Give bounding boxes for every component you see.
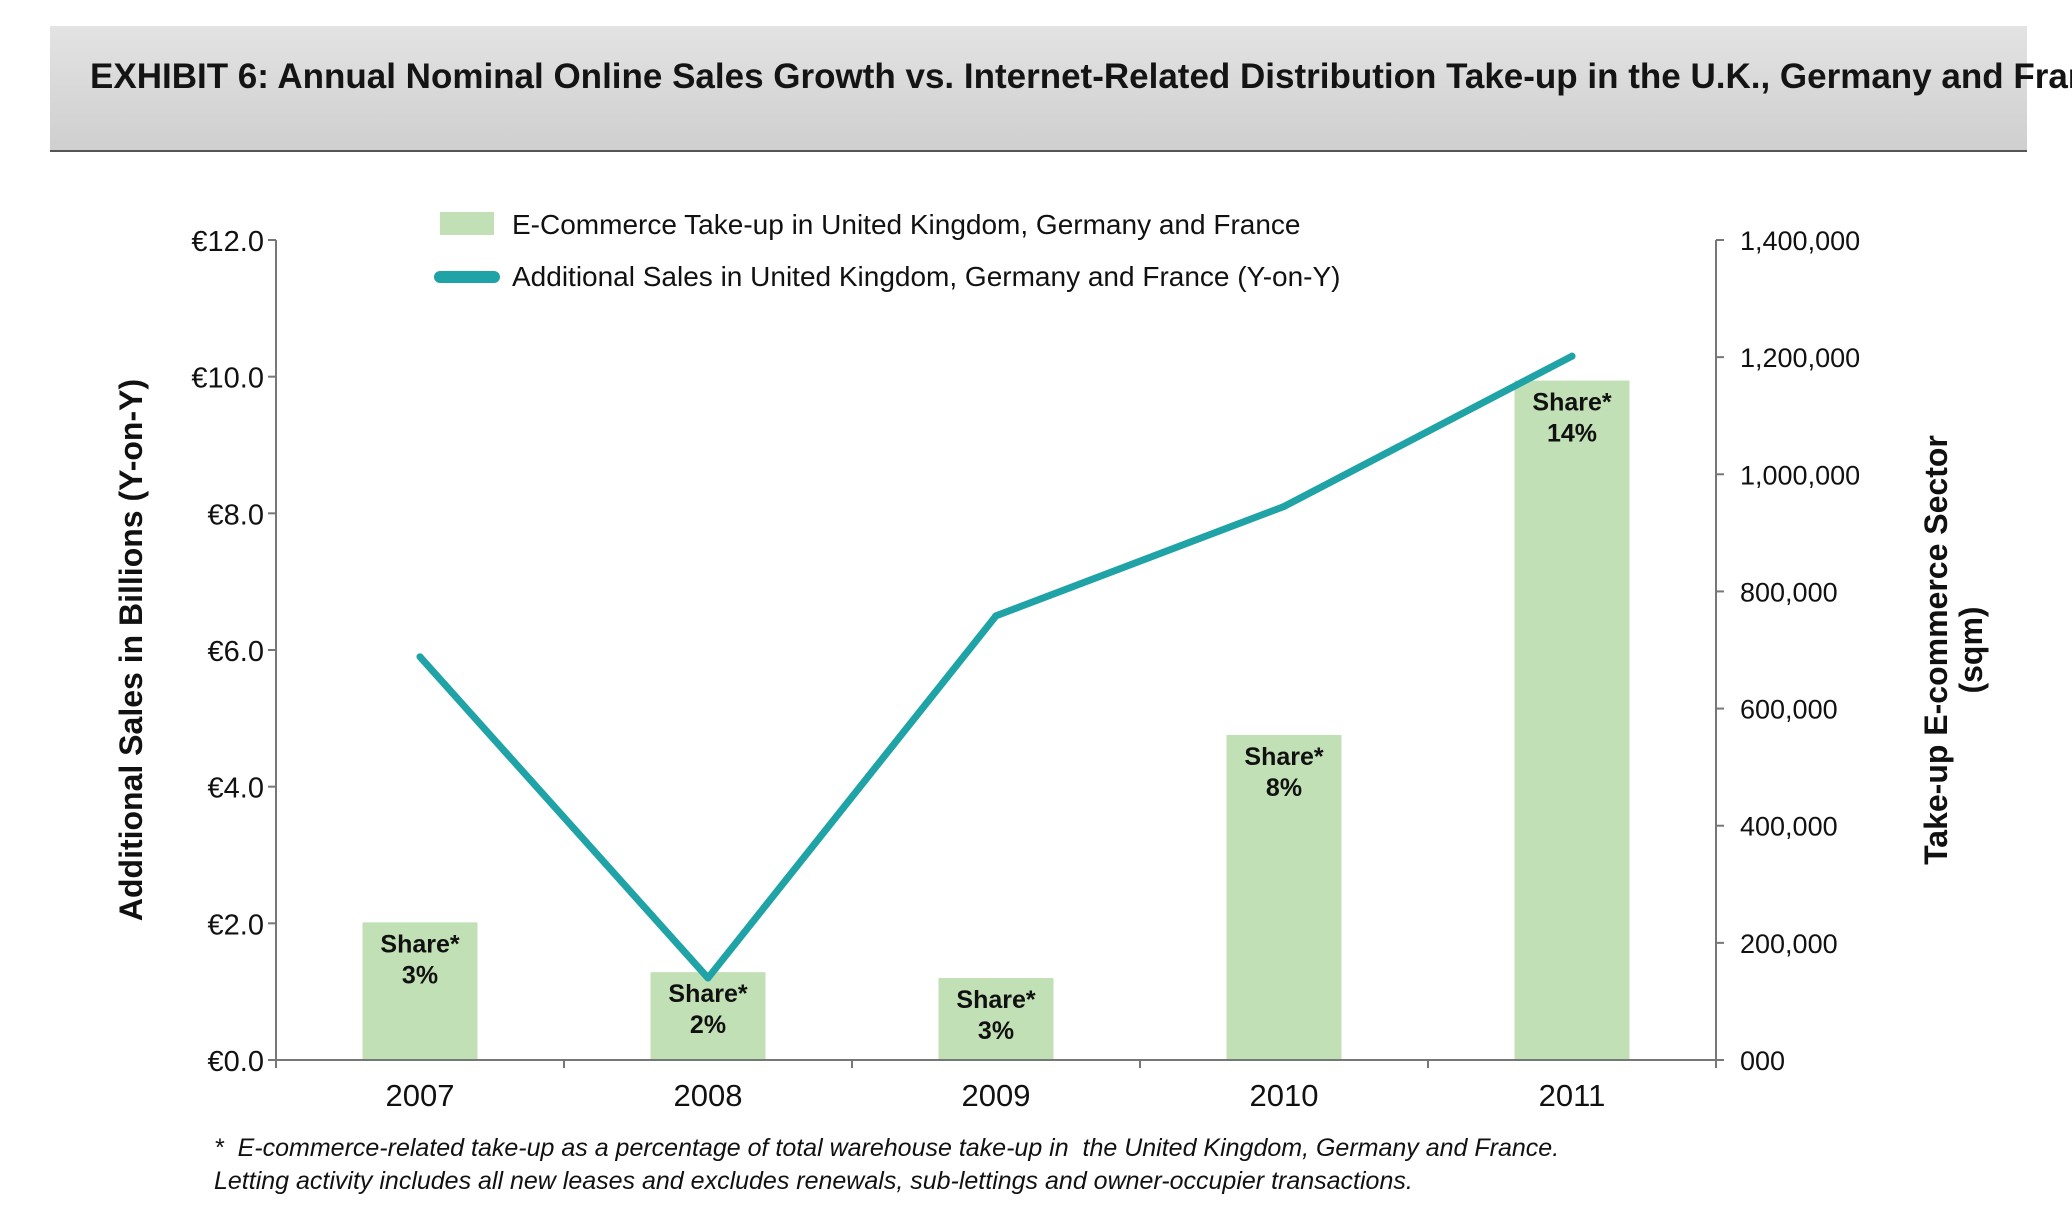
left-tick-label: €8.0: [208, 499, 264, 531]
bar-2008: [650, 972, 766, 1060]
bar-2007: [362, 922, 478, 1060]
bar-label-2011-title: Share*: [1532, 389, 1611, 417]
bar-label-2010-value: 8%: [1266, 774, 1302, 802]
footnote-line-1: * E-commerce-related take-up as a percen…: [214, 1134, 1560, 1162]
right-tick-label: 600,000: [1740, 695, 1838, 725]
line-point-2007: [416, 653, 424, 661]
bar-2009: [938, 978, 1054, 1060]
line-point-2011: [1568, 352, 1576, 360]
left-axis-title: Additional Sales in Billions (Y-on-Y): [113, 379, 149, 921]
bar-label-2007-value: 3%: [402, 961, 438, 989]
x-tick-label-2009: 2009: [962, 1078, 1031, 1113]
bar-label-2011-value: 14%: [1547, 420, 1597, 448]
line-point-2008: [704, 974, 712, 982]
left-tick-label: €12.0: [191, 226, 264, 258]
x-tick-label-2007: 2007: [386, 1078, 455, 1113]
legend-swatch-bar: [440, 212, 494, 235]
x-tick-label-2008: 2008: [674, 1078, 743, 1113]
axes-layer: €0.0 €2.0 €4.0 €6.0 €8.0 €10.0 €12.0 000 200,000…: [113, 226, 1989, 1113]
bar-label-2009-title: Share*: [956, 986, 1035, 1014]
bar-label-2010-title: Share*: [1244, 743, 1323, 771]
left-tick-label: €10.0: [191, 363, 264, 395]
bar-label-2008-title: Share*: [668, 980, 747, 1008]
bar-label-2009-value: 3%: [978, 1017, 1014, 1045]
right-axis-title-line-2: (sqm): [1953, 606, 1989, 693]
line-point-2009: [992, 612, 1000, 620]
bar-label-2008-value: 2%: [690, 1011, 726, 1039]
bar-label-2007-title: Share*: [380, 930, 459, 958]
right-tick-label: 000: [1740, 1046, 1785, 1076]
right-tick-label: 1,200,000: [1740, 343, 1860, 373]
right-tick-label: 1,000,000: [1740, 460, 1860, 490]
left-tick-label: €0.0: [208, 1046, 264, 1078]
bars-layer: Share* 3% Share* 2% Share* 3% Share* 8% Share* 14…: [362, 380, 1630, 1061]
left-tick-label: €4.0: [208, 773, 264, 805]
right-tick-label: 800,000: [1740, 577, 1838, 607]
title-banner: EXHIBIT 6: Annual Nominal Online Sales G…: [50, 26, 2072, 152]
footnote: * E-commerce-related take-up as a percen…: [214, 1132, 1559, 1198]
left-tick-label: €6.0: [208, 636, 264, 668]
right-tick-label: 200,000: [1740, 929, 1838, 959]
legend-label-bar: E-Commerce Take-up in United Kingdom, Ge…: [512, 209, 1301, 240]
x-tick-label-2011: 2011: [1539, 1078, 1606, 1113]
x-tick-label-2010: 2010: [1250, 1078, 1319, 1113]
footnote-line-2: Letting activity includes all new leases…: [214, 1167, 1413, 1195]
line-layer: [416, 352, 1576, 982]
right-axis-title-line-1: Take-up E-commerce Sector: [1918, 435, 1954, 865]
chart-title: EXHIBIT 6: Annual Nominal Online Sales G…: [90, 57, 2072, 96]
sales-line: [416, 352, 1576, 982]
bar-2011: [1514, 380, 1630, 1061]
right-tick-label: 1,400,000: [1740, 226, 1860, 256]
legend: E-Commerce Take-up in United Kingdom, Ge…: [434, 209, 1341, 292]
right-tick-label: 400,000: [1740, 812, 1838, 842]
left-tick-label: €2.0: [208, 909, 264, 941]
line-point-2010: [1280, 503, 1288, 510]
bar-2010: [1226, 734, 1342, 1060]
legend-label-line: Additional Sales in United Kingdom, Germ…: [512, 261, 1341, 292]
